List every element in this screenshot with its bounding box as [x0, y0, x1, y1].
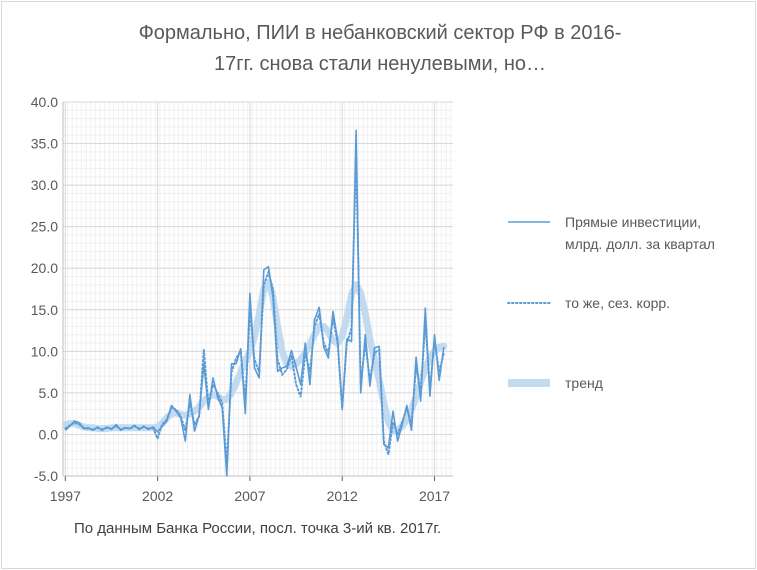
y-tick-label: 0.0 — [39, 426, 59, 442]
y-tick-label: 30.0 — [31, 177, 58, 193]
y-tick-label: 20.0 — [31, 260, 58, 276]
y-tick-label: 10.0 — [31, 343, 58, 359]
x-axis-tick-labels: 1997 2002 2007 2012 2017 — [50, 488, 451, 504]
x-tick-label: 2002 — [142, 488, 173, 504]
x-tick-label: 2017 — [419, 488, 450, 504]
y-tick-label: 40.0 — [31, 94, 58, 110]
legend: Прямые инвестиции, млрд. долл. за квартал… — [507, 214, 715, 391]
plot-area — [61, 129, 448, 477]
y-tick-label: -5.0 — [34, 468, 58, 484]
gridlines — [62, 101, 453, 477]
source-note: По данным Банка России, посл. точка 3-ий… — [74, 520, 442, 537]
legend-label: Прямые инвестиции, млрд. долл. за квартал — [565, 214, 715, 252]
y-tick-label: 5.0 — [39, 385, 59, 401]
y-tick-label: 25.0 — [31, 219, 58, 235]
chart-title-line-1: Формально, ПИИ в небанковский сектор РФ … — [138, 22, 622, 44]
x-tick-label: 2012 — [327, 488, 358, 504]
y-tick-label: 15.0 — [31, 302, 58, 318]
x-tick-label: 2007 — [234, 488, 265, 504]
chart-title-line-2: 17гг. снова стали ненулевыми, но… — [214, 53, 546, 75]
y-tick-label: 35.0 — [31, 136, 58, 152]
y-axis-tick-labels: -5.0 0.0 5.0 10.0 15.0 20.0 25.0 30.0 35.0 40.0 — [31, 94, 58, 484]
x-tick-label: 1997 — [50, 488, 81, 504]
series-line-solid — [64, 129, 445, 477]
legend-label: тренд — [565, 375, 603, 391]
chart-title: Формально, ПИИ в небанковский сектор РФ … — [60, 18, 700, 80]
axes — [62, 102, 453, 481]
legend-label: то же, сез. корр. — [565, 295, 670, 311]
